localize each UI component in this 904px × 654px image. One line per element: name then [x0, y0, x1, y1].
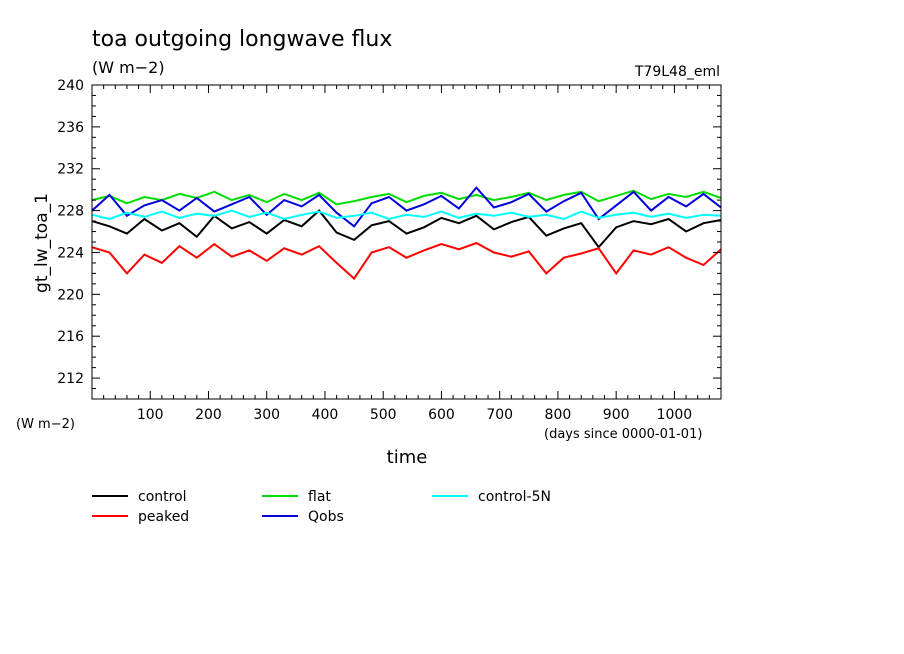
chart-subtitle: (W m−2)	[92, 58, 165, 77]
series-line-peaked	[91, 241, 722, 281]
y-tick-label: 212	[57, 371, 84, 387]
plot-frame	[91, 84, 722, 400]
y-tick-label: 220	[57, 287, 84, 303]
x-tick-label: 400	[312, 407, 339, 423]
legend-label: control	[138, 489, 187, 505]
legend-label: peaked	[138, 509, 189, 525]
x-tick-label: 900	[603, 407, 630, 423]
axis-ticks	[92, 85, 721, 399]
x-tick-label: 300	[253, 407, 280, 423]
y-tick-label: 228	[57, 204, 84, 220]
y-tick-label: 216	[57, 329, 84, 345]
y-axis-units: (W m−2)	[16, 417, 75, 432]
x-axis-units: (days since 0000-01-01)	[544, 427, 702, 442]
legend-label: control-5N	[478, 489, 551, 505]
series-line-control-5n	[91, 209, 722, 221]
x-tick-label: 800	[545, 407, 572, 423]
y-tick-labels: 212 216 220 224 228 232 236 240	[57, 78, 84, 387]
legend-label: Qobs	[308, 509, 344, 525]
legend: control peaked flat Qobs control-5N	[92, 489, 551, 525]
x-axis-label: time	[387, 447, 428, 468]
run-label: T79L48_eml	[634, 64, 720, 80]
y-tick-label: 232	[57, 162, 84, 178]
y-tick-label: 236	[57, 120, 84, 136]
series-line-control	[91, 209, 722, 249]
y-tick-label: 224	[57, 245, 84, 261]
x-tick-labels: 100 200 300 400 500 600 700 800 900 1000	[137, 407, 692, 423]
y-axis-label: gt_lw_toa_1	[32, 193, 52, 293]
x-tick-label: 200	[195, 407, 222, 423]
series-line-qobs	[91, 186, 722, 228]
chart-title: toa outgoing longwave flux	[92, 27, 392, 52]
x-tick-label: 1000	[657, 407, 693, 423]
plot-lines	[91, 186, 722, 281]
y-tick-label: 240	[57, 78, 84, 94]
x-tick-label: 500	[370, 407, 397, 423]
x-tick-label: 600	[428, 407, 455, 423]
x-tick-label: 700	[486, 407, 513, 423]
x-tick-label: 100	[137, 407, 164, 423]
legend-label: flat	[308, 489, 331, 505]
